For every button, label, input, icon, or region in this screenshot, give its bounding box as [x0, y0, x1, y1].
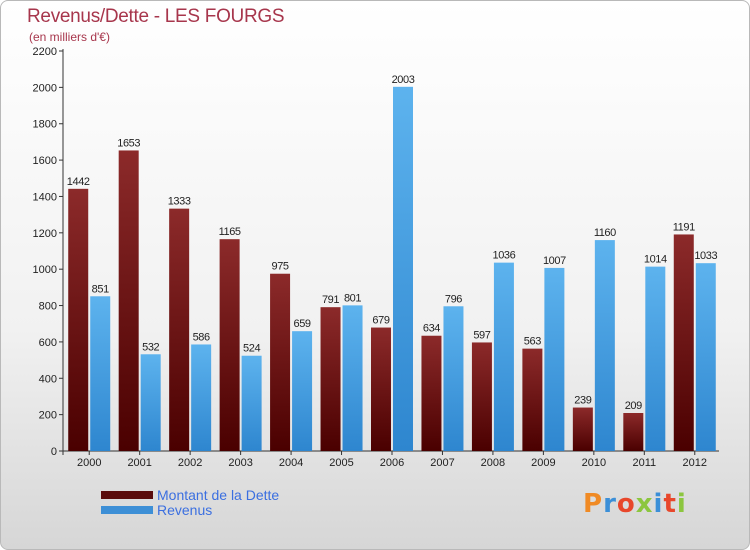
x-tick-label: 2007	[430, 457, 454, 469]
bar-revenus	[544, 267, 565, 451]
y-tick-label: 200	[39, 410, 57, 422]
bar-dette	[421, 335, 442, 451]
bar-dette	[623, 413, 644, 451]
x-tick-label: 2009	[531, 457, 555, 469]
value-label-revenus: 2003	[392, 74, 415, 86]
bar-revenus	[191, 344, 212, 451]
value-label-dette: 1165	[219, 226, 241, 238]
value-label-revenus: 586	[193, 331, 210, 343]
bar-dette	[219, 239, 240, 451]
x-tick-label: 2008	[481, 457, 505, 469]
y-tick-label: 1800	[33, 119, 57, 131]
value-label-revenus: 1160	[594, 227, 616, 239]
value-label-revenus: 1014	[644, 254, 667, 266]
value-label-revenus: 1007	[543, 255, 566, 267]
bar-revenus	[292, 331, 313, 451]
bar-dette	[522, 348, 543, 451]
bar-dette	[673, 234, 694, 451]
value-label-revenus: 1033	[694, 250, 717, 262]
y-tick-label: 600	[39, 337, 57, 349]
x-tick-label: 2012	[683, 457, 707, 469]
legend-label-dette: Montant de la Dette	[157, 487, 280, 503]
value-label-revenus: 796	[445, 293, 462, 305]
x-tick-label: 2004	[279, 457, 303, 469]
legend-swatch-dette	[101, 491, 153, 499]
value-label-dette: 1653	[117, 137, 140, 149]
bar-dette	[471, 342, 492, 451]
bar-revenus	[695, 263, 716, 451]
y-tick-label: 1200	[33, 228, 57, 240]
logo-letter: t	[663, 489, 677, 519]
x-tick-label: 2003	[228, 457, 252, 469]
value-label-dette: 1442	[67, 176, 90, 188]
value-label-dette: 597	[473, 329, 490, 341]
logo-letter: r	[603, 489, 617, 519]
bar-revenus	[140, 354, 161, 451]
x-tick-label: 2001	[127, 457, 151, 469]
bar-dette	[68, 188, 89, 451]
value-label-dette: 239	[574, 395, 591, 407]
y-tick-label: 400	[39, 373, 57, 385]
value-label-dette: 634	[423, 323, 440, 335]
logo-letter: i	[676, 489, 687, 519]
bar-dette	[371, 327, 391, 451]
bar-dette	[320, 307, 341, 451]
legend-label-revenus: Revenus	[157, 502, 213, 518]
value-label-dette: 209	[625, 400, 642, 412]
bar-dette	[118, 150, 139, 452]
x-tick-label: 2010	[582, 457, 606, 469]
y-tick-label: 2000	[33, 82, 57, 94]
value-label-dette: 1191	[673, 221, 695, 233]
bar-revenus	[393, 86, 413, 452]
chart-subtitle: (en milliers d'€)	[29, 30, 110, 44]
value-label-revenus: 801	[344, 292, 361, 304]
proxiti-logo: Proxiti	[583, 489, 687, 519]
bar-revenus	[241, 355, 262, 451]
value-label-revenus: 524	[243, 343, 260, 355]
logo-letter: i	[653, 489, 664, 519]
x-tick-label: 2005	[329, 457, 353, 469]
value-label-revenus: 532	[142, 341, 159, 353]
legend-swatch-revenus	[101, 506, 153, 514]
x-tick-label: 2000	[77, 457, 101, 469]
bar-revenus	[90, 296, 111, 451]
bar-dette	[169, 208, 190, 451]
value-label-dette: 563	[524, 336, 541, 348]
y-tick-label: 0	[51, 446, 57, 458]
chart-title: Revenus/Dette - LES FOURGS	[27, 6, 285, 27]
bar-revenus	[493, 262, 514, 451]
value-label-revenus: 1036	[492, 250, 515, 262]
value-label-dette: 1333	[168, 196, 191, 208]
value-label-dette: 975	[271, 261, 288, 273]
logo-letter: o	[616, 489, 636, 519]
logo-letter: x	[635, 489, 654, 519]
bar-revenus	[594, 240, 615, 451]
bar-revenus	[342, 305, 363, 451]
y-tick-label: 1000	[33, 264, 57, 276]
bar-dette	[572, 407, 593, 451]
value-label-dette: 679	[372, 315, 389, 327]
y-tick-label: 800	[39, 301, 57, 313]
value-label-dette: 791	[322, 294, 339, 306]
x-tick-label: 2011	[632, 457, 656, 469]
value-label-revenus: 851	[92, 283, 109, 295]
bar-dette	[270, 273, 291, 451]
x-tick-label: 2006	[380, 457, 404, 469]
y-tick-label: 1400	[33, 191, 57, 203]
bar-revenus	[645, 266, 666, 451]
bar-revenus	[443, 306, 464, 451]
x-tick-label: 2002	[178, 457, 202, 469]
y-tick-label: 2200	[33, 46, 57, 58]
y-tick-label: 1600	[33, 155, 57, 167]
logo-letter: P	[583, 489, 604, 519]
value-label-revenus: 659	[293, 318, 310, 330]
